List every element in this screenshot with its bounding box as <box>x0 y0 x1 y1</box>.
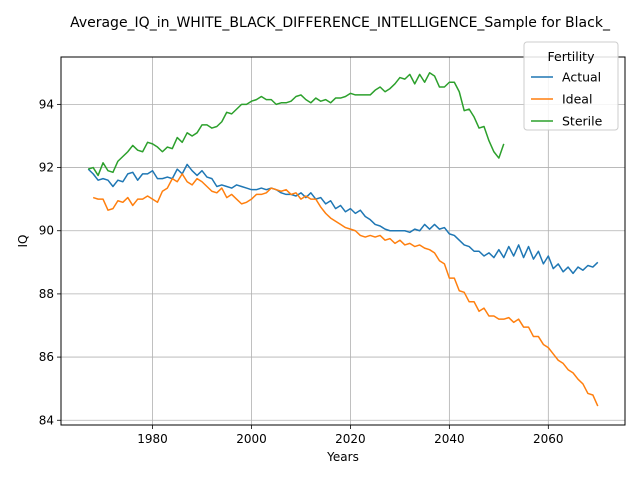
y-tick-label: 92 <box>39 161 54 175</box>
chart-title: Average_IQ_in_WHITE_BLACK_DIFFERENCE_INT… <box>70 15 611 31</box>
plot-frame <box>60 56 626 426</box>
series-line-ideal <box>92 173 599 407</box>
series-line-sterile <box>87 72 505 177</box>
legend-label-actual: Actual <box>562 70 601 85</box>
legend: Fertility Actual Ideal Sterile <box>523 41 619 131</box>
y-axis: 84 86 88 90 92 94 <box>39 97 61 427</box>
legend-label-ideal: Ideal <box>562 92 592 107</box>
x-tick-label: 2020 <box>335 432 366 446</box>
y-tick-label: 94 <box>39 97 54 111</box>
y-tick-label: 90 <box>39 224 54 238</box>
x-tick-label: 2040 <box>434 432 465 446</box>
series-line-actual <box>87 163 599 275</box>
y-tick-label: 84 <box>39 413 54 427</box>
x-axis-label: Years <box>326 450 359 464</box>
x-tick-label: 1980 <box>137 432 168 446</box>
series-group <box>87 72 599 407</box>
x-axis: 1980 2000 2020 2040 2060 <box>137 425 564 446</box>
y-axis-label: IQ <box>16 235 30 248</box>
legend-title: Fertility <box>548 49 596 64</box>
x-tick-label: 2000 <box>236 432 267 446</box>
x-tick-label: 2060 <box>533 432 564 446</box>
y-tick-label: 86 <box>39 350 54 364</box>
legend-items: Actual Ideal Sterile <box>531 70 603 129</box>
legend-label-sterile: Sterile <box>562 114 603 129</box>
legend-frame <box>523 41 619 131</box>
y-tick-label: 88 <box>39 287 54 301</box>
